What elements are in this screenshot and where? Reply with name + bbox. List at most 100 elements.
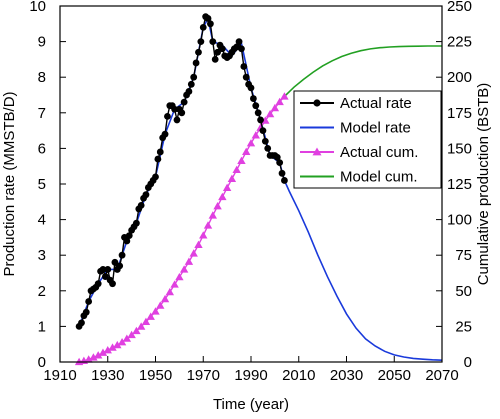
actual-rate-point <box>259 127 267 134</box>
y-tick-label-right: 125 <box>447 176 472 193</box>
series-layer <box>74 13 443 366</box>
y-tick-label-right: 250 <box>447 0 472 15</box>
actual-rate-point <box>125 232 133 240</box>
actual-cum-point <box>237 156 246 164</box>
actual-cum-point <box>98 348 108 356</box>
actual-rate-point <box>180 98 188 106</box>
actual-rate-point <box>104 266 112 273</box>
actual-rate-point <box>85 298 93 305</box>
actual-cum-point <box>222 183 232 191</box>
actual-rate-point <box>190 73 198 81</box>
legend-label-actual-rate: Actual rate <box>340 95 412 112</box>
y-tick-label-left: 2 <box>38 283 46 300</box>
actual-cum-point <box>203 221 213 229</box>
y-tick-label-left: 1 <box>38 318 46 335</box>
actual-cum-point <box>232 165 241 174</box>
actual-cum-point <box>199 231 208 239</box>
actual-cum-point <box>156 301 165 309</box>
actual-rate-point <box>192 59 200 67</box>
actual-rate-point <box>123 237 131 245</box>
y-tick-label-left: 9 <box>38 34 46 51</box>
legend: Actual rate Model rate Actual cum. Model cu… <box>293 90 442 189</box>
actual-rate-point <box>218 45 226 53</box>
y-tick-label-right: 0 <box>464 354 472 371</box>
y-tick-label-right: 175 <box>447 105 472 122</box>
actual-cum-point <box>170 280 179 288</box>
y-tick-label-left: 6 <box>38 140 46 157</box>
actual-rate-point <box>78 319 85 327</box>
actual-rate-point <box>209 38 217 45</box>
actual-rate-point <box>252 102 260 110</box>
actual-cum-point <box>246 139 256 147</box>
actual-rate-point <box>211 56 219 63</box>
actual-rate-point <box>249 95 257 102</box>
actual-rate-point <box>154 155 162 163</box>
actual-rate-point <box>197 38 205 45</box>
y-tick-label-right: 25 <box>455 318 472 335</box>
y-tick-label-left: 8 <box>38 69 46 86</box>
actual-rate-point <box>116 262 124 270</box>
actual-rate-point <box>99 266 107 273</box>
actual-rate-point <box>242 73 250 81</box>
actual-rate-point <box>173 116 181 124</box>
actual-rate-point <box>101 273 109 280</box>
actual-cum-point <box>146 312 155 320</box>
y-tick-label-right: 150 <box>447 140 472 157</box>
x-tick-label: 1970 <box>187 367 220 384</box>
actual-rate-point <box>142 191 150 199</box>
actual-rate-point <box>273 153 281 161</box>
actual-rate-point <box>238 45 245 53</box>
actual-rate-point <box>207 20 214 28</box>
y-tick-label-left: 10 <box>29 0 46 15</box>
actual-cum-point <box>108 343 117 351</box>
actual-cum-point <box>208 211 217 219</box>
actual-cum-point <box>280 92 289 100</box>
actual-cum-point <box>113 340 122 349</box>
actual-rate-point <box>264 145 272 152</box>
actual-rate-point <box>214 48 221 56</box>
actual-rate-point <box>278 169 286 177</box>
actual-cum-point <box>165 287 175 296</box>
legend-label-actual-cum: Actual cum. <box>340 144 418 161</box>
legend-marker-actual-rate <box>313 99 321 107</box>
actual-rate-point <box>137 201 145 209</box>
legend-label-model-cum: Model cum. <box>340 169 418 186</box>
actual-cum-point <box>89 353 98 361</box>
actual-cum-point <box>132 326 141 335</box>
actual-rate-point <box>133 219 140 227</box>
actual-rate-point <box>281 177 288 184</box>
actual-rate-point <box>185 88 193 95</box>
actual-cum-point <box>141 317 151 325</box>
actual-rate-point <box>235 38 243 45</box>
x-tick-label: 2050 <box>378 367 411 384</box>
x-tick-label: 1990 <box>234 367 267 384</box>
actual-rate-point <box>111 258 119 266</box>
x-tick-label: 2010 <box>282 367 315 384</box>
actual-cum-point <box>265 109 275 118</box>
actual-rate-point <box>276 159 284 167</box>
x-tick-label: 1910 <box>43 367 76 384</box>
actual-cum-point <box>84 355 93 363</box>
y-tick-label-left: 5 <box>38 176 46 193</box>
actual-rate-point <box>164 112 171 120</box>
ticks-layer: 1910 1930 1950 1970 1990 2010 2030 2050 2070 0 1 2 3… <box>29 0 472 384</box>
actual-rate-point <box>195 48 202 56</box>
y-tick-label-left: 0 <box>38 354 46 371</box>
y-axis-title-left: Production rate (MMSTB/D) <box>1 91 18 276</box>
actual-rate-point <box>247 84 255 92</box>
y-axis-title-right: Cumulative production (BSTB) <box>475 83 492 286</box>
x-tick-label: 1930 <box>91 367 124 384</box>
actual-rate-point <box>178 109 186 117</box>
actual-rate-point <box>257 116 264 124</box>
y-tick-label-right: 75 <box>455 247 472 264</box>
actual-cum-point <box>251 131 260 139</box>
legend-marker-actual-cum <box>312 147 322 156</box>
actual-rate-point <box>204 15 212 22</box>
actual-cum-point <box>151 307 160 315</box>
model-rate-line <box>78 16 443 362</box>
actual-cum-point <box>270 103 280 112</box>
actual-cum-point <box>122 334 132 342</box>
actual-rate-point <box>187 80 195 88</box>
actual-rate-point <box>82 308 90 316</box>
